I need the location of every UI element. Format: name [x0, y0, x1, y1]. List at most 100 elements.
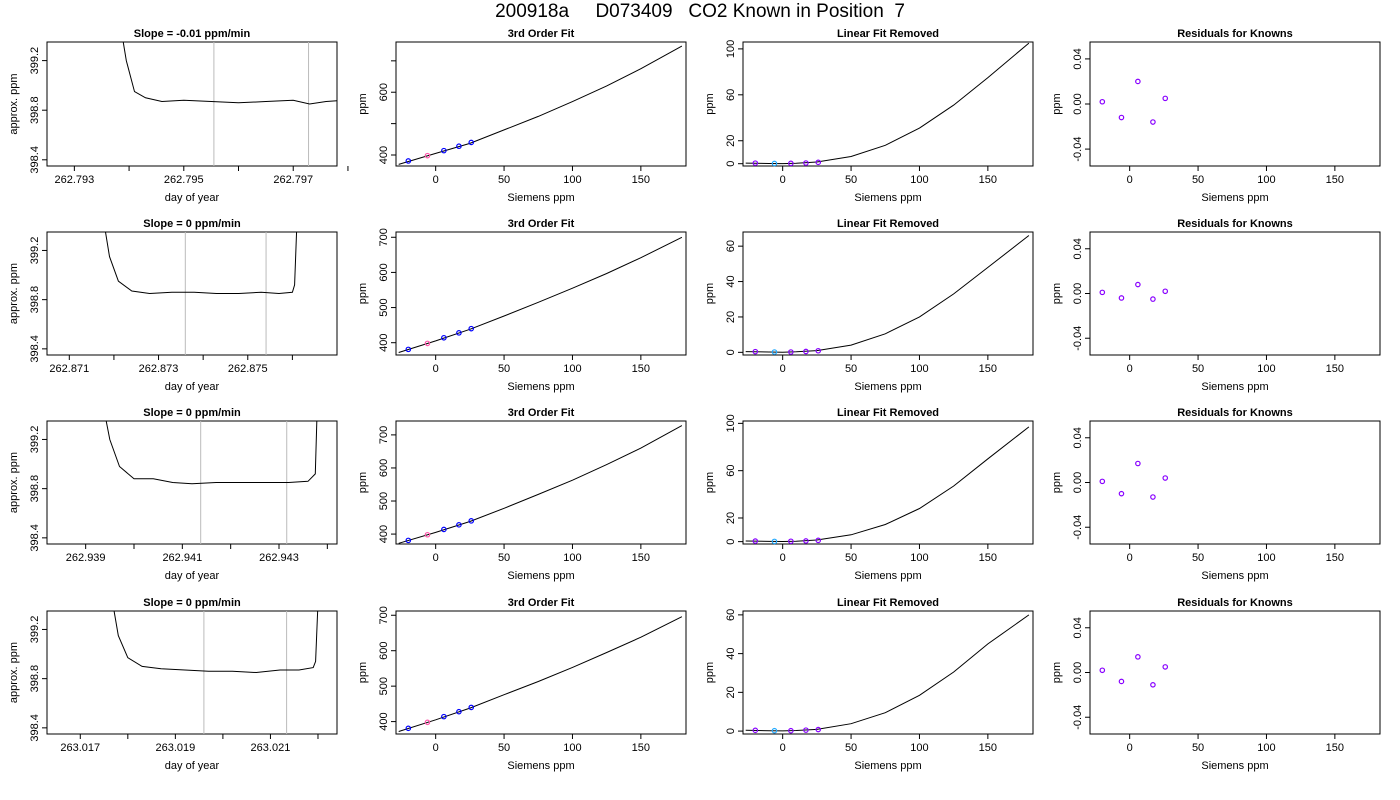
x-tick-label: 263.017: [60, 742, 100, 754]
panel-0-1: 3rd Order Fit 0 50 100 150 Siemens ppm 400 600 p…: [357, 28, 687, 204]
plot-frame: [46, 41, 338, 167]
x-tick-label: 0: [433, 174, 439, 186]
data-point: [1099, 289, 1106, 296]
y-tick-label: 60: [725, 465, 737, 477]
data-point: [803, 348, 809, 355]
y-tick-label: 0: [725, 161, 737, 167]
data-point: [771, 538, 778, 545]
plot-frame: [395, 231, 687, 356]
panel-3-1: 3rd Order Fit 0 50 100 150 Siemens ppm 400 500 6…: [357, 597, 687, 772]
y-tick-label: 398.8: [29, 665, 41, 693]
y-axis-label: ppm: [1051, 93, 1063, 114]
data-point: [456, 522, 462, 528]
data-point: [441, 334, 447, 341]
x-axis-label: Siemens ppm: [507, 192, 574, 204]
x-axis-label: day of year: [165, 192, 220, 204]
series-line: [398, 616, 683, 732]
data-point: [788, 349, 794, 355]
y-axis-label: ppm: [1051, 283, 1063, 304]
y-axis-label: ppm: [704, 93, 716, 114]
y-axis-label: ppm: [357, 662, 369, 683]
y-tick-label: 400: [378, 712, 390, 730]
x-tick-label: 262.795: [164, 174, 204, 186]
panel-title: Linear Fit Removed: [837, 218, 939, 230]
panel-3-2: Linear Fit Removed 0 50 100 150 Siemens ppm 0 2…: [704, 597, 1034, 772]
y-axis-label: ppm: [704, 662, 716, 683]
y-tick-label: 500: [378, 298, 390, 316]
x-axis-label: Siemens ppm: [507, 760, 574, 772]
data-point: [405, 346, 412, 353]
x-tick-label: 0: [1127, 742, 1133, 754]
y-axis-label: approx. ppm: [8, 263, 20, 324]
x-tick-label: 262.871: [49, 363, 89, 375]
panel-0-2: Linear Fit Removed 0 50 100 150 Siemens ppm 0 2…: [704, 28, 1034, 204]
y-tick-label: 400: [378, 525, 390, 543]
panel-2-3: Residuals for Knowns 0 50 100 150 Siemens ppm…: [1051, 407, 1381, 582]
data-point: [1135, 281, 1141, 288]
y-tick-label: 700: [378, 606, 390, 624]
data-point: [815, 726, 822, 733]
series-line: [113, 611, 319, 674]
x-tick-label: 150: [1326, 552, 1344, 564]
series-line: [745, 235, 1030, 353]
data-point: [441, 526, 447, 533]
data-point: [815, 347, 822, 354]
y-tick-label: 398.4: [29, 335, 41, 363]
plot-frame: [742, 610, 1034, 735]
data-point: [1135, 654, 1141, 660]
data-point: [405, 725, 412, 732]
data-point: [424, 531, 431, 538]
x-axis-label: day of year: [165, 381, 220, 393]
x-tick-label: 263.021: [251, 742, 291, 754]
panel-3-0: Slope = 0 ppm/min 263.017 263.019 263.021 da…: [8, 597, 338, 772]
plot-frame: [1089, 610, 1381, 735]
x-tick-label: 150: [979, 174, 997, 186]
data-point: [405, 158, 412, 164]
y-tick-label: 398.4: [29, 146, 41, 174]
x-tick-label: 262.943: [259, 552, 299, 564]
data-point: [1150, 494, 1156, 500]
data-point: [456, 330, 462, 336]
data-point: [424, 340, 431, 347]
data-point: [803, 538, 809, 544]
y-tick-label: 600: [378, 459, 390, 477]
y-tick-label: 0.00: [1072, 662, 1084, 683]
y-tick-label: 398.4: [29, 714, 41, 742]
y-axis-label: ppm: [357, 283, 369, 304]
y-tick-label: 0.04: [1072, 427, 1084, 448]
x-axis-label: Siemens ppm: [1201, 570, 1268, 582]
x-tick-label: 262.875: [228, 363, 268, 375]
y-axis-label: approx. ppm: [8, 452, 20, 513]
x-axis-label: Siemens ppm: [854, 192, 921, 204]
y-tick-label: 100: [725, 40, 737, 58]
panel-title: Linear Fit Removed: [837, 597, 939, 609]
x-tick-label: 50: [1192, 552, 1204, 564]
plot-frame: [395, 420, 687, 545]
page-title: 200918a D073409 CO2 Known in Position 7: [495, 1, 905, 22]
y-tick-label: -0.04: [1072, 326, 1084, 351]
data-point: [771, 349, 778, 355]
data-point: [788, 160, 794, 167]
data-point: [456, 708, 462, 715]
panel-1-1: 3rd Order Fit 0 50 100 150 Siemens ppm 400 500 6…: [357, 218, 687, 393]
data-point: [815, 159, 822, 166]
y-axis-label: ppm: [1051, 662, 1063, 683]
plot-frame: [1089, 231, 1381, 356]
data-point: [1099, 98, 1106, 105]
series-line: [745, 426, 1030, 543]
x-tick-label: 100: [1257, 363, 1275, 375]
plot-frame: [395, 41, 687, 167]
data-point: [1162, 288, 1169, 295]
data-point: [1162, 664, 1169, 670]
x-tick-label: 263.019: [155, 742, 195, 754]
panel-title: 3rd Order Fit: [508, 597, 575, 609]
panel-title: Residuals for Knowns: [1177, 407, 1293, 419]
x-tick-label: 0: [780, 363, 786, 375]
x-tick-label: 0: [433, 363, 439, 375]
panel-title: Slope = 0 ppm/min: [143, 218, 241, 230]
data-point: [1135, 78, 1141, 85]
x-tick-label: 100: [910, 742, 928, 754]
y-tick-label: 398.8: [29, 96, 41, 124]
panel-title: Linear Fit Removed: [837, 28, 939, 40]
x-tick-label: 150: [1326, 174, 1344, 186]
